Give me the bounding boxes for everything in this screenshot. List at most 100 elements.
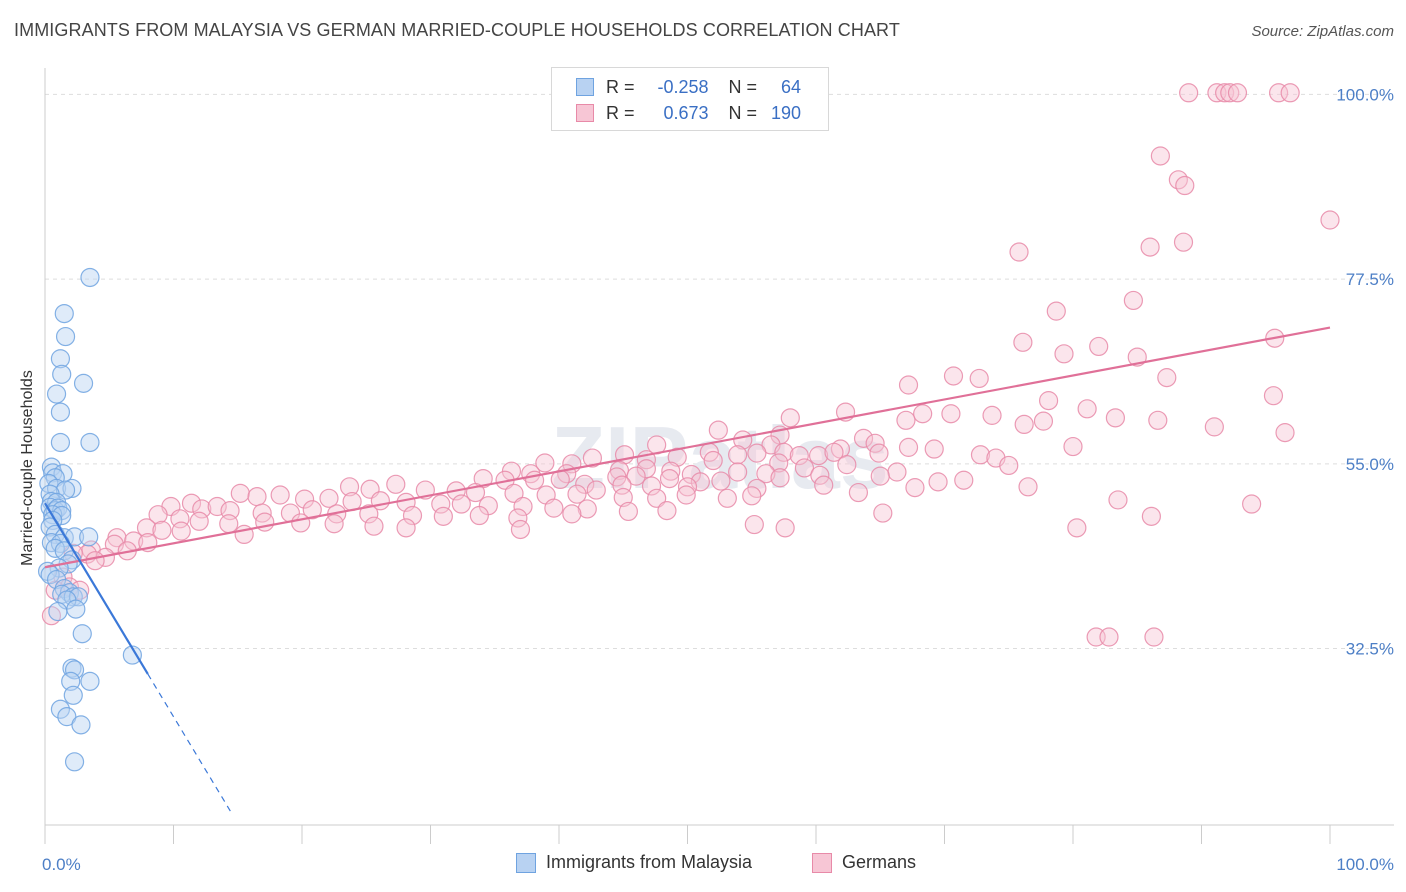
malaysia-point <box>55 326 76 347</box>
germans-point <box>513 496 533 517</box>
germans-point <box>708 420 728 440</box>
germans-point <box>1220 83 1240 103</box>
germans-point <box>469 505 489 526</box>
legend-n-value: 64 <box>781 76 802 97</box>
germans-point <box>728 462 748 482</box>
germans-point <box>1173 232 1194 252</box>
germans-point <box>770 468 790 488</box>
germans-point <box>291 513 311 533</box>
germans-point <box>1067 518 1087 538</box>
germans-point <box>905 478 925 498</box>
germans-point <box>853 428 874 448</box>
germans-point <box>1148 410 1168 430</box>
malaysia-point <box>73 373 94 393</box>
germans-point <box>1150 146 1170 166</box>
germans-point <box>136 518 157 538</box>
germans-point <box>898 375 919 395</box>
bottom-legend-germans: Germans <box>812 852 916 873</box>
germans-point <box>999 455 1019 476</box>
malaysia-trend-line <box>44 502 149 675</box>
x-tick-label: 0.0% <box>42 855 81 874</box>
malaysia-point <box>48 601 68 622</box>
germans-point <box>508 508 528 528</box>
germans-point <box>647 488 667 508</box>
germans-point <box>661 461 681 481</box>
y-tick-label: 100.0% <box>1336 85 1394 104</box>
germans-point <box>1280 83 1300 103</box>
germans-point <box>359 504 379 524</box>
germans-point <box>562 504 582 524</box>
legend-n-value: 190 <box>770 102 802 123</box>
malaysia-point <box>71 715 91 735</box>
legend-row-malaysia: R = -0.258 N = 64 <box>576 75 801 99</box>
germans-point <box>1140 237 1160 257</box>
malaysia-point <box>43 463 63 483</box>
malaysia-point <box>72 624 92 644</box>
germans-point <box>808 446 829 466</box>
germans-point <box>865 433 885 453</box>
germans-point <box>431 494 451 514</box>
germans-point <box>1268 83 1289 103</box>
germans-point <box>1038 391 1059 411</box>
germans-point <box>219 514 239 534</box>
germans-point <box>544 498 564 518</box>
malaysia-point <box>62 478 82 499</box>
germans-point <box>756 464 776 484</box>
germans-point <box>319 488 339 508</box>
germans-point <box>970 445 991 465</box>
germans-point <box>1033 411 1054 431</box>
germans-point <box>586 480 606 500</box>
legend-r-value: 0.673 <box>663 102 709 123</box>
germans-point <box>1099 627 1119 647</box>
germans-point <box>1123 290 1143 311</box>
malaysia-point <box>54 303 74 324</box>
germans-point <box>824 442 844 462</box>
germans-point <box>152 520 172 540</box>
germans-point <box>887 462 907 482</box>
malaysia-point <box>63 685 83 705</box>
germans-point <box>775 518 795 538</box>
germans-point <box>1018 477 1038 497</box>
germans-point <box>1108 490 1128 510</box>
germans-point <box>1013 332 1033 352</box>
germans-point <box>794 458 815 478</box>
germans-point <box>690 472 710 492</box>
germans-point <box>451 494 471 514</box>
germans-point <box>1077 399 1097 419</box>
malaysia-point <box>79 527 99 547</box>
germans-point <box>896 410 916 430</box>
legend-r-label: R = <box>606 102 635 123</box>
germans-point <box>510 519 531 540</box>
germans-point <box>567 484 587 504</box>
germans-point <box>1105 408 1126 428</box>
germans-point <box>171 521 191 541</box>
germans-point <box>924 439 944 459</box>
germans-point <box>774 442 794 462</box>
germans-point <box>1263 386 1284 406</box>
germans-point <box>1320 210 1340 230</box>
germans-point <box>247 487 267 507</box>
germans-point <box>324 514 344 534</box>
germans-point <box>641 476 662 496</box>
germans-point <box>1144 627 1164 647</box>
malaysia-points <box>37 267 142 772</box>
germans-point <box>873 503 893 523</box>
grid-lines <box>45 93 1390 650</box>
germans-point <box>1009 242 1029 262</box>
axes <box>44 68 1394 844</box>
legend-r-value: -0.258 <box>657 76 709 97</box>
germans-point <box>1089 336 1109 357</box>
malaysia-trend-extension <box>147 673 232 813</box>
germans-point <box>364 516 384 536</box>
germans-point <box>717 488 737 508</box>
bottom-swatch-malaysia <box>516 852 536 873</box>
bottom-legend-germans-label: Germans <box>842 852 917 872</box>
x-tick-label: 100.0% <box>1336 855 1394 874</box>
germans-trend-line <box>44 326 1331 569</box>
germans-point <box>943 366 964 386</box>
germans-point <box>1014 414 1034 435</box>
germans-point <box>789 446 809 466</box>
germans-point <box>982 405 1002 425</box>
germans-point <box>711 471 731 491</box>
germans-point <box>742 486 762 506</box>
